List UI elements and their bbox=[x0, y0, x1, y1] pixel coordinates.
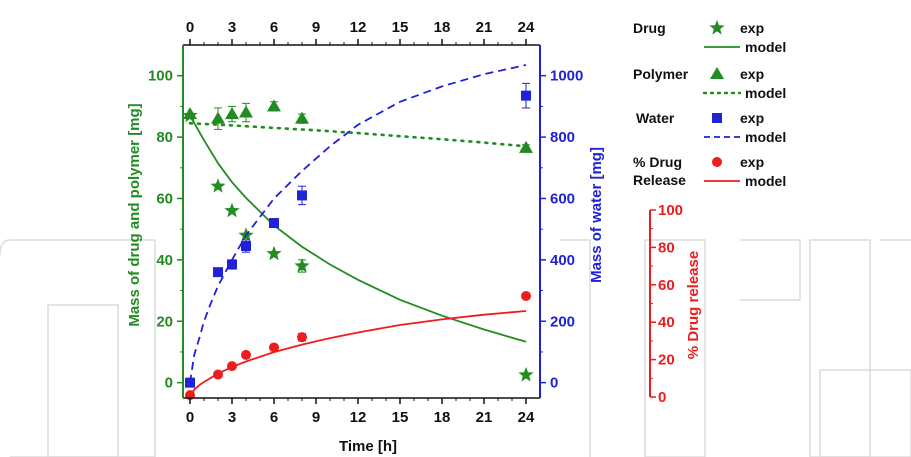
legend-marker bbox=[709, 20, 725, 35]
axes: 0033669912121515181821212424020406080100… bbox=[148, 19, 683, 426]
data-point-polymer bbox=[295, 111, 309, 124]
data-point-polymer bbox=[519, 140, 533, 153]
data-point--drug-release bbox=[269, 342, 279, 353]
x-tick-label: 21 bbox=[476, 409, 493, 426]
data-point-polymer bbox=[211, 111, 225, 124]
model-line-water bbox=[189, 64, 527, 383]
data-point-polymer bbox=[267, 99, 281, 112]
data-point--drug-release bbox=[213, 369, 223, 380]
legend-entry-label: exp bbox=[740, 154, 764, 170]
legend-group-label: Water bbox=[636, 110, 675, 126]
data-point-water bbox=[269, 218, 279, 229]
model-line-polymer bbox=[188, 122, 528, 148]
data-point--drug-release bbox=[227, 361, 237, 372]
y-water-tick-label: 800 bbox=[550, 129, 575, 146]
x-tick-label: 24 bbox=[518, 409, 535, 426]
legend: Drug exp model Polymer exp model Water exp model… bbox=[633, 20, 786, 189]
x-tick-label: 15 bbox=[392, 409, 409, 426]
x-tick-label-top: 6 bbox=[270, 19, 278, 36]
legend-entry-label: model bbox=[745, 129, 786, 145]
plot-area bbox=[182, 64, 534, 401]
legend-entry-label: exp bbox=[740, 110, 764, 126]
data-point-polymer bbox=[239, 105, 253, 118]
y-left-axis-label: Mass of drug and polymer [mg] bbox=[126, 103, 143, 326]
y-water-tick-label: 0 bbox=[550, 375, 558, 392]
data-point-water bbox=[227, 259, 237, 270]
data-point-water bbox=[213, 267, 223, 278]
data-point-drug bbox=[294, 258, 310, 273]
y-release-tick-label: 20 bbox=[658, 352, 675, 369]
y-left-tick-label: 0 bbox=[165, 375, 173, 392]
x-tick-label: 18 bbox=[434, 409, 451, 426]
y-water-tick-label: 1000 bbox=[550, 68, 583, 85]
y-release-tick-label: 0 bbox=[658, 389, 666, 406]
legend-entry-label: exp bbox=[740, 20, 764, 36]
legend-entry-label: model bbox=[745, 173, 786, 189]
data-point--drug-release bbox=[297, 332, 307, 343]
legend-entry-label: model bbox=[745, 85, 786, 101]
data-point-drug bbox=[224, 202, 240, 218]
legend-group-label: % Drug bbox=[633, 154, 682, 170]
data-point-polymer bbox=[225, 107, 239, 120]
data-point-drug bbox=[518, 366, 534, 382]
data-point--drug-release bbox=[521, 291, 531, 302]
model-line-drug bbox=[189, 115, 527, 343]
data-point-water bbox=[241, 241, 251, 252]
data-point-polymer bbox=[183, 107, 197, 120]
x-tick-label-top: 24 bbox=[518, 19, 535, 36]
y-left-tick-label: 20 bbox=[156, 313, 173, 330]
y-left-tick-label: 100 bbox=[148, 68, 173, 85]
legend-marker bbox=[710, 67, 724, 79]
data-point-water bbox=[185, 377, 195, 388]
x-tick-label: 9 bbox=[312, 409, 320, 426]
x-tick-label-top: 0 bbox=[186, 19, 194, 36]
data-point-water bbox=[297, 190, 307, 201]
data-point-drug bbox=[210, 178, 226, 193]
legend-entry-label: model bbox=[745, 39, 786, 55]
legend-group-label: Drug bbox=[633, 20, 666, 36]
x-tick-label: 12 bbox=[350, 409, 367, 426]
y-release-axis-label: % Drug release bbox=[685, 251, 702, 359]
x-tick-label-top: 21 bbox=[476, 19, 493, 36]
x-tick-label: 0 bbox=[186, 409, 194, 426]
y-release-tick-label: 80 bbox=[658, 239, 675, 256]
legend-marker bbox=[712, 157, 722, 167]
x-tick-label-top: 3 bbox=[228, 19, 236, 36]
y-water-tick-label: 600 bbox=[550, 190, 575, 207]
y-water-tick-label: 400 bbox=[550, 252, 575, 269]
x-tick-label-top: 15 bbox=[392, 19, 409, 36]
data-point--drug-release bbox=[241, 349, 251, 360]
x-tick-label-top: 9 bbox=[312, 19, 320, 36]
y-release-tick-label: 40 bbox=[658, 314, 675, 331]
legend-marker bbox=[712, 113, 722, 123]
y-release-tick-label: 60 bbox=[658, 277, 675, 294]
legend-group-label: Polymer bbox=[633, 66, 689, 82]
model-line--drug-release bbox=[189, 310, 527, 398]
y-water-tick-label: 200 bbox=[550, 313, 575, 330]
x-tick-label-top: 18 bbox=[434, 19, 451, 36]
legend-entry-label: exp bbox=[740, 66, 764, 82]
x-tick-label: 3 bbox=[228, 409, 236, 426]
x-axis-label: Time [h] bbox=[339, 438, 397, 455]
x-tick-label: 6 bbox=[270, 409, 278, 426]
y-release-tick-label: 100 bbox=[658, 202, 683, 219]
y-left-tick-label: 60 bbox=[156, 190, 173, 207]
x-tick-label-top: 12 bbox=[350, 19, 367, 36]
legend-group-label: Release bbox=[633, 172, 686, 188]
y-left-tick-label: 80 bbox=[156, 129, 173, 146]
data-point-drug bbox=[266, 245, 282, 261]
y-left-tick-label: 40 bbox=[156, 252, 173, 269]
data-point-water bbox=[521, 90, 531, 101]
y-water-axis-label: Mass of water [mg] bbox=[588, 147, 605, 283]
